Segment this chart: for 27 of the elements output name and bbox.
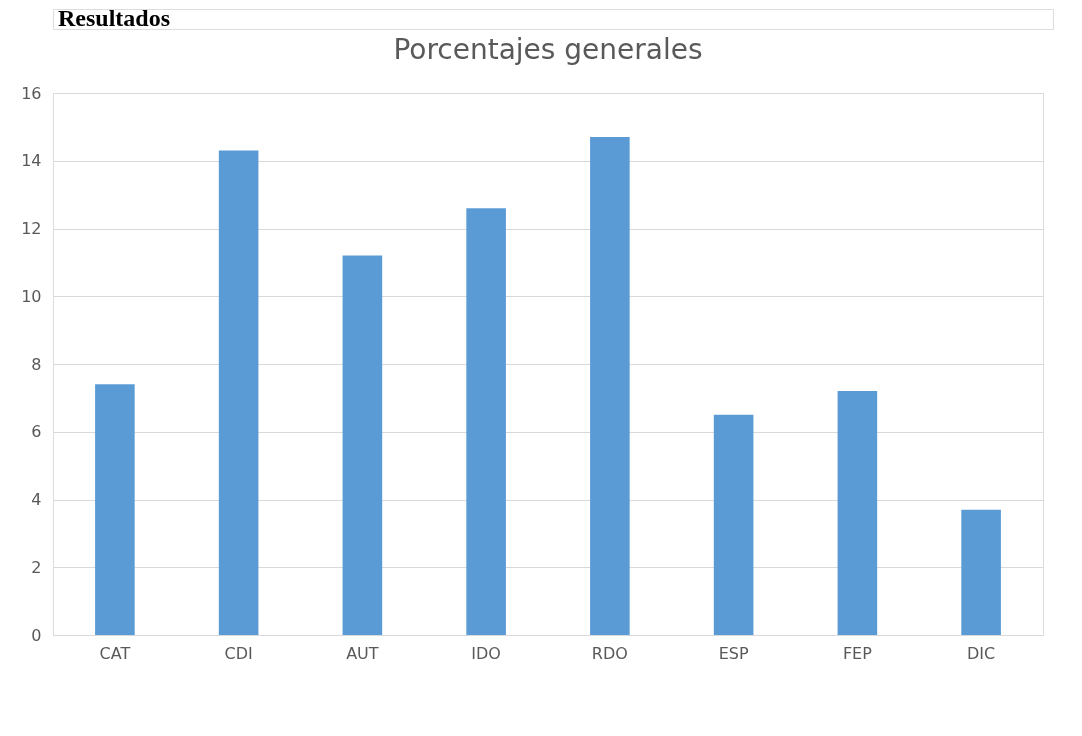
x-tick-label: FEP [842,643,873,663]
y-tick-label: 0 [31,625,42,645]
bar [713,414,754,635]
x-tick-label: RDO [591,643,628,663]
x-tick-label: AUT [346,643,379,663]
y-tick-label: 4 [31,490,42,509]
x-tick-label: ESP [718,643,749,663]
y-tick-label: 12 [21,219,42,238]
y-tick-label: 10 [21,286,42,306]
bar [95,384,135,635]
y-tick-label: 14 [21,151,42,171]
y-tick-label: 6 [31,422,42,442]
x-tick-label: DIC [967,643,996,663]
chart-title: Porcentajes generales [393,33,703,66]
x-tick-label: CDI [224,643,253,663]
y-tick-label: 2 [31,557,42,577]
bar [590,137,630,635]
x-tick-label: CAT [99,643,131,663]
bar [837,391,878,635]
y-tick-label: 8 [31,354,42,374]
x-tick-label: IDO [471,643,501,663]
bar [218,150,259,635]
text: Resultados [58,5,171,31]
bar [466,208,506,635]
y-tick-label: 16 [21,83,42,103]
bar [342,255,383,635]
bar [961,509,1001,635]
